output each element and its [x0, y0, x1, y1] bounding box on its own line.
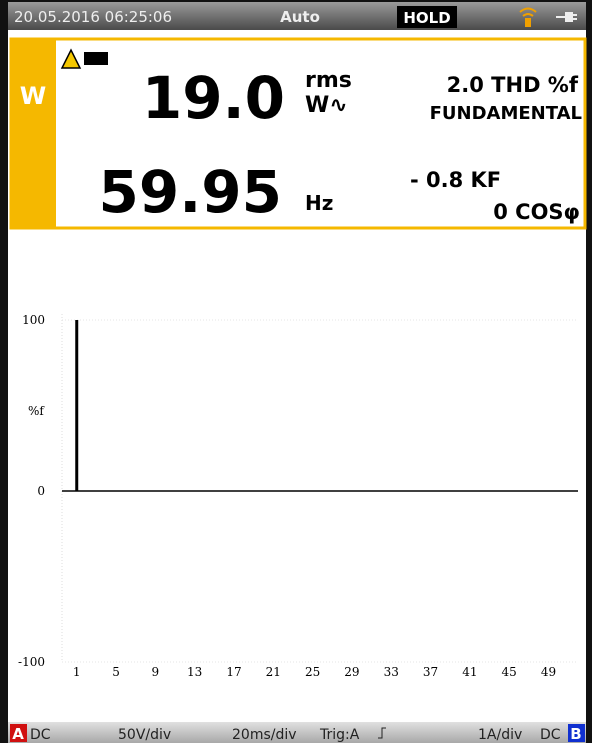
frequency-unit: Hz	[305, 191, 333, 215]
datetime: 20.05.2016 06:25:06	[14, 8, 172, 26]
cos-phi: 0 COSφ	[493, 200, 580, 224]
plug-icon	[556, 12, 577, 22]
x-tick-label: 37	[423, 665, 438, 679]
x-tick-label: 45	[502, 665, 517, 679]
x-tick-label: 29	[344, 665, 359, 679]
status-bar	[8, 2, 586, 30]
y-tick-label: 100	[22, 313, 45, 327]
channel: W	[20, 82, 46, 110]
bar	[75, 320, 79, 491]
timebase: 20ms/div	[232, 727, 297, 743]
a-scale: 50V/div	[118, 727, 171, 743]
x-tick-label: 21	[266, 665, 281, 679]
y-tick-label: -100	[18, 655, 45, 669]
main-value: 19.0	[142, 64, 285, 132]
warning-icon	[60, 48, 82, 69]
hold: HOLD	[403, 9, 450, 27]
ch-b-box	[568, 724, 585, 742]
x-tick-label: 49	[541, 665, 556, 679]
channel-strip	[10, 38, 56, 229]
b-scale: 1A/div	[478, 727, 522, 743]
x-tick-label: 5	[112, 665, 120, 679]
x-tick-label: 13	[187, 665, 202, 679]
y-axis-label: %f	[28, 404, 45, 418]
b-coupling: DC	[540, 727, 561, 743]
x-tick-label: 33	[384, 665, 399, 679]
unit-bottom: W∿	[305, 93, 348, 118]
x-tick-label: 1	[73, 665, 81, 679]
trigger-edge-icon	[378, 727, 386, 739]
thd: 2.0 THD %f	[447, 73, 579, 97]
a-coupling: DC	[30, 727, 51, 743]
y-tick-label: 0	[37, 484, 45, 498]
x-tick-label: 41	[462, 665, 477, 679]
hold-box	[397, 6, 457, 28]
mode: Auto	[280, 8, 320, 26]
signal-icon	[84, 52, 108, 65]
ch-b: B	[570, 725, 581, 743]
ch-a: A	[12, 725, 24, 743]
kf: - 0.8 KF	[410, 168, 501, 192]
wifi-icon	[519, 7, 537, 17]
ch-a-box	[10, 724, 27, 742]
x-tick-label: 25	[305, 665, 320, 679]
x-tick-label: 17	[226, 665, 241, 679]
trigger: Trig:A	[319, 727, 360, 743]
unit-top: rms	[305, 68, 352, 93]
footer-bar	[8, 722, 586, 743]
frequency: 59.95	[99, 158, 282, 226]
wifi-icon-base	[525, 18, 531, 27]
x-tick-label: 9	[152, 665, 160, 679]
fundamental: FUNDAMENTAL	[430, 103, 582, 124]
